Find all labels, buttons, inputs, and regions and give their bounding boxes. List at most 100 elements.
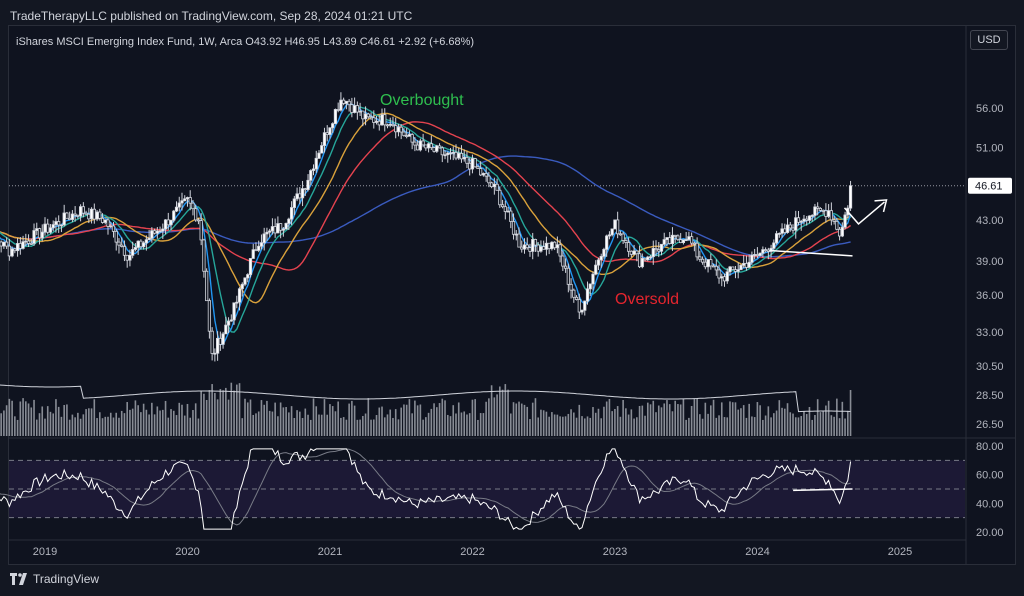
tradingview-logo-icon	[10, 573, 28, 585]
candle-body	[810, 215, 814, 217]
volume-bar	[126, 402, 128, 436]
candle-body	[731, 266, 735, 271]
candle-body	[158, 230, 162, 233]
volume-bar	[718, 415, 720, 436]
volume-bar	[699, 414, 701, 436]
candle-body	[574, 296, 579, 300]
candle-body	[380, 114, 384, 126]
volume-bar	[657, 405, 660, 436]
candle-body	[0, 241, 3, 247]
candle-body	[758, 252, 762, 256]
volume-bar	[63, 405, 65, 436]
candle-body	[372, 117, 376, 123]
candle-body	[358, 110, 362, 113]
candle-body	[100, 217, 105, 223]
volume-bar	[512, 402, 515, 436]
candle-body	[753, 254, 757, 256]
publication-info: TradeTherapyLLC published on TradingView…	[10, 9, 413, 23]
candle-body	[177, 202, 181, 208]
volume-bar	[57, 406, 60, 436]
candle-body	[563, 265, 568, 269]
volume-bar	[734, 402, 737, 436]
volume-bar	[359, 419, 361, 436]
volume-bar	[767, 406, 770, 436]
candle-body	[237, 288, 242, 303]
volume-bar	[594, 412, 597, 436]
candle-body	[205, 270, 209, 302]
volume-bar	[35, 419, 38, 436]
candle-body	[243, 277, 247, 285]
volume-bar	[101, 418, 104, 436]
volume-bar	[847, 410, 849, 436]
rsi-tick-label: 80.00	[976, 441, 1004, 453]
candle-body	[506, 210, 510, 213]
volume-bar	[134, 400, 137, 436]
volume-bar	[249, 399, 252, 436]
volume-bar	[104, 416, 107, 436]
candle-body	[621, 233, 625, 241]
currency-button[interactable]: USD	[970, 30, 1008, 50]
volume-bar	[356, 419, 359, 436]
price-tick-label: 56.00	[976, 103, 1004, 115]
candle-body	[48, 227, 53, 233]
volume-bar	[674, 400, 676, 436]
candle-body	[676, 235, 680, 241]
volume-bar	[712, 399, 715, 436]
candle-body	[454, 151, 458, 159]
volume-bar	[419, 404, 422, 436]
candle-body	[276, 223, 280, 234]
volume-bar	[849, 390, 852, 436]
volume-bar	[608, 399, 611, 436]
candle-body	[465, 156, 469, 164]
volume-bar	[55, 399, 57, 436]
volume-bar	[27, 403, 30, 436]
candle-body	[268, 230, 272, 233]
volume-bar	[438, 403, 441, 436]
volume-bar	[518, 401, 520, 436]
candle-body	[766, 249, 770, 252]
candle-body	[120, 244, 124, 247]
volume-bar	[235, 384, 238, 436]
candle-body	[300, 188, 305, 199]
candle-body	[783, 228, 787, 233]
volume-bar	[644, 415, 646, 436]
candle-body	[692, 242, 696, 245]
volume-bar	[241, 418, 244, 436]
volume-bar	[693, 398, 696, 436]
volume-bar	[756, 402, 759, 436]
volume-bar	[531, 402, 534, 436]
volume-bar	[436, 407, 438, 436]
candle-body	[210, 330, 214, 354]
volume-bar	[416, 405, 419, 436]
volume-bar	[592, 407, 594, 436]
candle-body	[624, 240, 628, 243]
volume-bar	[745, 417, 748, 436]
volume-bar	[274, 402, 276, 436]
volume-bar	[742, 405, 745, 436]
volume-bar	[52, 413, 55, 436]
candle-body	[289, 207, 294, 220]
volume-bar	[556, 414, 559, 436]
candle-body	[802, 218, 806, 222]
candle-body	[248, 258, 253, 275]
volume-bar	[337, 401, 339, 436]
volume-bar	[726, 417, 729, 436]
candle-body	[525, 244, 529, 249]
volume-bar	[282, 407, 285, 436]
time-axis-label: 2022	[460, 546, 484, 558]
volume-bar	[655, 412, 657, 436]
candle-body	[755, 254, 759, 256]
volume-bar	[488, 398, 490, 436]
rsi-line	[0, 448, 852, 530]
volume-bar	[844, 418, 846, 436]
candle-body	[665, 237, 669, 241]
candle-body	[347, 100, 351, 106]
volume-bar	[25, 401, 27, 436]
projection-arrowhead	[874, 199, 888, 213]
candle-body	[172, 210, 176, 221]
volume-bar	[466, 414, 468, 436]
candle-body	[829, 210, 833, 221]
volume-bar	[118, 417, 120, 436]
ma-orange-line	[0, 112, 851, 304]
